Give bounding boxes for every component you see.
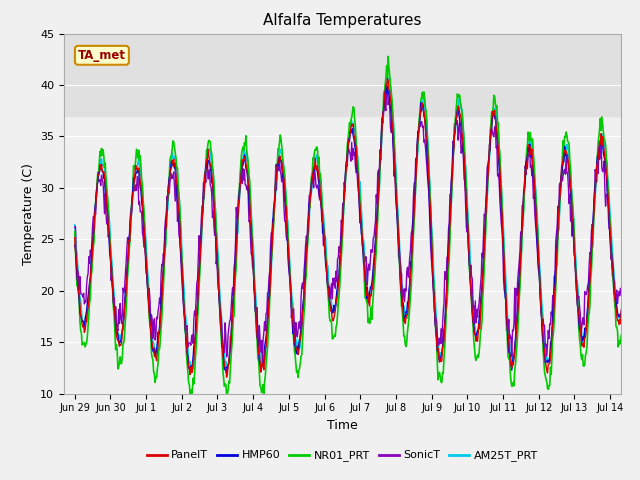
X-axis label: Time: Time bbox=[327, 419, 358, 432]
Title: Alfalfa Temperatures: Alfalfa Temperatures bbox=[263, 13, 422, 28]
Legend: PanelT, HMP60, NR01_PRT, SonicT, AM25T_PRT: PanelT, HMP60, NR01_PRT, SonicT, AM25T_P… bbox=[143, 446, 542, 466]
Bar bbox=[64, 34, 621, 116]
Text: TA_met: TA_met bbox=[78, 49, 126, 62]
Y-axis label: Temperature (C): Temperature (C) bbox=[22, 163, 35, 264]
